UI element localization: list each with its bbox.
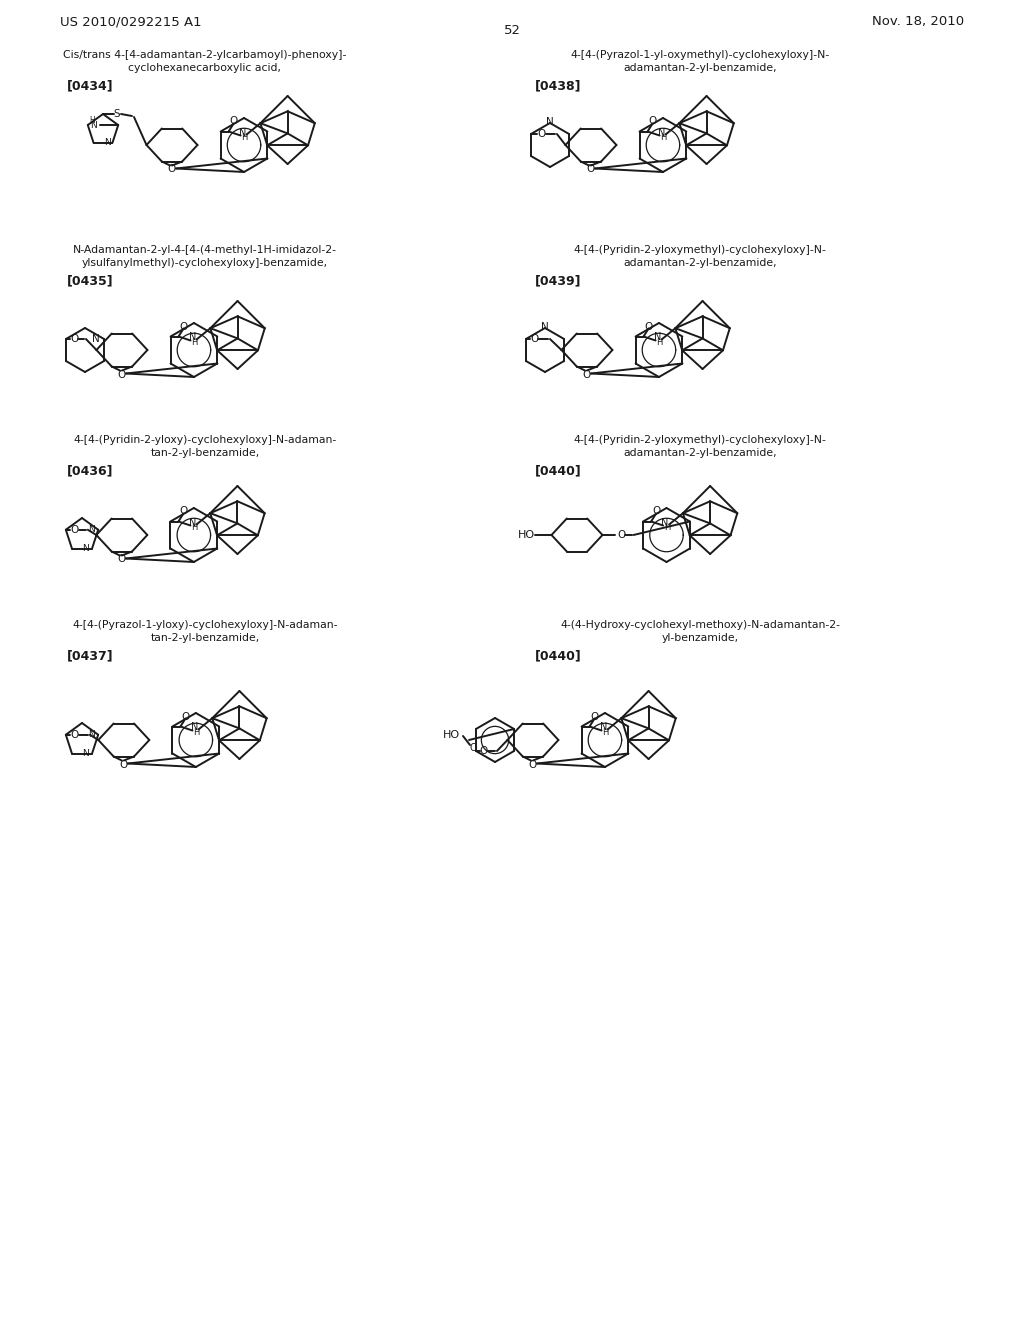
Text: N: N — [92, 334, 100, 345]
Text: O: O — [538, 129, 546, 139]
Text: yl-benzamide,: yl-benzamide, — [662, 634, 738, 643]
Text: H: H — [191, 523, 198, 532]
Text: H: H — [602, 729, 608, 737]
Text: [0437]: [0437] — [67, 649, 114, 663]
Text: H: H — [656, 338, 663, 347]
Text: N: N — [546, 117, 554, 127]
Text: adamantan-2-yl-benzamide,: adamantan-2-yl-benzamide, — [624, 447, 777, 458]
Text: O: O — [617, 531, 626, 540]
Text: O: O — [587, 165, 595, 174]
Text: 4-[4-(Pyrazol-1-yl-oxymethyl)-cyclohexyloxy]-N-: 4-[4-(Pyrazol-1-yl-oxymethyl)-cyclohexyl… — [570, 50, 829, 59]
Text: H: H — [89, 116, 94, 124]
Text: tan-2-yl-benzamide,: tan-2-yl-benzamide, — [151, 634, 260, 643]
Text: O: O — [71, 525, 79, 535]
Text: 4-[4-(Pyridin-2-yloxy)-cyclohexyloxy]-N-adaman-: 4-[4-(Pyridin-2-yloxy)-cyclohexyloxy]-N-… — [74, 436, 337, 445]
Text: N: N — [90, 120, 96, 129]
Text: N: N — [82, 544, 89, 553]
Text: N: N — [662, 517, 669, 528]
Text: 4-[4-(Pyridin-2-yloxymethyl)-cyclohexyloxy]-N-: 4-[4-(Pyridin-2-yloxymethyl)-cyclohexylo… — [573, 436, 826, 445]
Text: O: O — [179, 507, 187, 516]
Text: O: O — [648, 116, 656, 127]
Text: 4-(4-Hydroxy-cyclohexyl-methoxy)-N-adamantan-2-: 4-(4-Hydroxy-cyclohexyl-methoxy)-N-adama… — [560, 620, 840, 630]
Text: [0440]: [0440] — [535, 465, 582, 478]
Text: [0434]: [0434] — [67, 79, 114, 92]
Text: H: H — [242, 133, 248, 143]
Text: HO: HO — [442, 730, 460, 741]
Text: H: H — [191, 338, 198, 347]
Text: adamantan-2-yl-benzamide,: adamantan-2-yl-benzamide, — [624, 63, 777, 73]
Text: O: O — [118, 370, 126, 380]
Text: O: O — [652, 507, 660, 516]
Text: 52: 52 — [504, 24, 520, 37]
Text: H: H — [664, 523, 671, 532]
Text: O: O — [644, 322, 652, 331]
Text: O: O — [71, 334, 79, 345]
Text: N: N — [88, 730, 95, 739]
Text: [0440]: [0440] — [535, 649, 582, 663]
Text: [0435]: [0435] — [67, 275, 114, 288]
Text: N: N — [657, 128, 666, 137]
Text: O: O — [591, 711, 599, 722]
Text: N: N — [190, 722, 198, 733]
Text: O: O — [583, 370, 591, 380]
Text: N: N — [88, 525, 95, 535]
Text: 4-[4-(Pyrazol-1-yloxy)-cyclohexyloxy]-N-adaman-: 4-[4-(Pyrazol-1-yloxy)-cyclohexyloxy]-N-… — [73, 620, 338, 630]
Text: O: O — [120, 759, 128, 770]
Text: [0436]: [0436] — [67, 465, 114, 478]
Text: N: N — [103, 139, 111, 148]
Text: N: N — [188, 517, 197, 528]
Text: O: O — [179, 322, 187, 331]
Text: O: O — [71, 730, 79, 739]
Text: N: N — [82, 750, 89, 758]
Text: O: O — [480, 746, 488, 756]
Text: US 2010/0292215 A1: US 2010/0292215 A1 — [60, 16, 202, 29]
Text: O: O — [118, 554, 126, 565]
Text: S: S — [114, 110, 120, 119]
Text: N: N — [541, 322, 549, 333]
Text: Nov. 18, 2010: Nov. 18, 2010 — [871, 16, 964, 29]
Text: N: N — [239, 128, 247, 137]
Text: O: O — [181, 711, 189, 722]
Text: 4-[4-(Pyridin-2-yloxymethyl)-cyclohexyloxy]-N-: 4-[4-(Pyridin-2-yloxymethyl)-cyclohexylo… — [573, 246, 826, 255]
Text: O: O — [530, 334, 539, 345]
Text: N-Adamantan-2-yl-4-[4-(4-methyl-1H-imidazol-2-: N-Adamantan-2-yl-4-[4-(4-methyl-1H-imida… — [73, 246, 337, 255]
Text: ylsulfanylmethyl)-cyclohexyloxy]-benzamide,: ylsulfanylmethyl)-cyclohexyloxy]-benzami… — [82, 257, 328, 268]
Text: N: N — [600, 722, 607, 733]
Text: adamantan-2-yl-benzamide,: adamantan-2-yl-benzamide, — [624, 257, 777, 268]
Text: O: O — [469, 743, 477, 752]
Text: O: O — [229, 116, 238, 127]
Text: [0438]: [0438] — [535, 79, 582, 92]
Text: N: N — [654, 333, 662, 342]
Text: O: O — [168, 165, 176, 174]
Text: H: H — [660, 133, 667, 143]
Text: cyclohexanecarboxylic acid,: cyclohexanecarboxylic acid, — [128, 63, 282, 73]
Text: O: O — [528, 759, 537, 770]
Text: tan-2-yl-benzamide,: tan-2-yl-benzamide, — [151, 447, 260, 458]
Text: N: N — [188, 333, 197, 342]
Text: HO: HO — [518, 531, 535, 540]
Text: [0439]: [0439] — [535, 275, 582, 288]
Text: H: H — [194, 729, 200, 737]
Text: Cis/trans 4-[4-adamantan-2-ylcarbamoyl)-phenoxy]-: Cis/trans 4-[4-adamantan-2-ylcarbamoyl)-… — [63, 50, 347, 59]
